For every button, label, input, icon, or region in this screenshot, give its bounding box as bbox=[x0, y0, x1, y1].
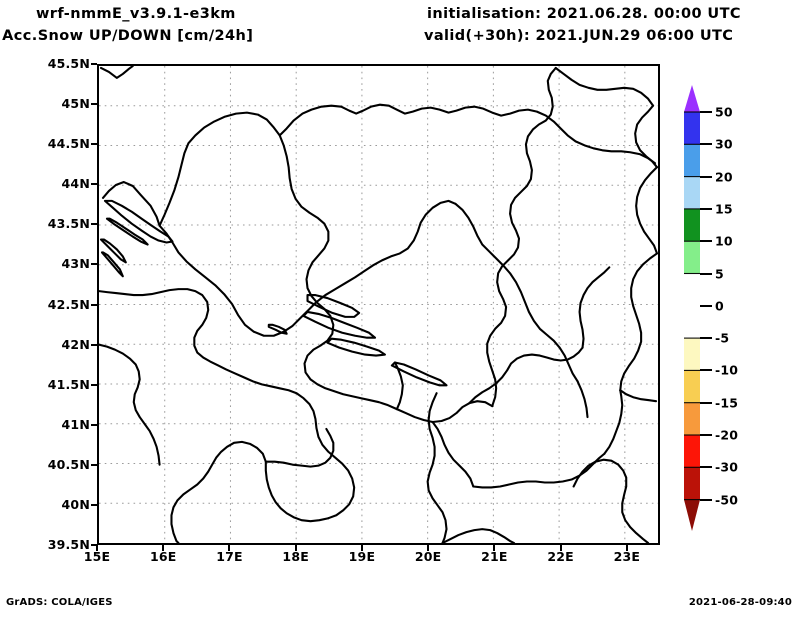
colorbar-tick-label: 30 bbox=[715, 136, 733, 152]
coastline-and-borders bbox=[99, 66, 658, 543]
colorbar-tick-label: -15 bbox=[715, 395, 739, 411]
cb-band-20-15 bbox=[684, 176, 700, 209]
y-tick-mark bbox=[91, 383, 97, 386]
gridlines bbox=[99, 66, 658, 543]
colorbar-tick-mark bbox=[700, 207, 712, 210]
y-tick-label: 41.5N bbox=[47, 376, 90, 392]
colorbar-tick-mark bbox=[700, 240, 712, 243]
colorbar-tick-label: 50 bbox=[715, 104, 733, 120]
colorbar-tick-label: -5 bbox=[715, 330, 730, 346]
colorbar-tick-mark bbox=[700, 466, 712, 469]
x-tick-label: 16E bbox=[149, 549, 177, 564]
cb-band-30-20 bbox=[684, 144, 700, 177]
x-tick-label: 21E bbox=[481, 549, 508, 564]
x-tick-mark bbox=[96, 545, 98, 551]
cb-extend-low bbox=[684, 499, 700, 531]
y-tick-mark bbox=[91, 183, 97, 186]
y-tick-mark bbox=[91, 423, 97, 426]
colorbar-tick-label: 0 bbox=[715, 298, 724, 314]
footer-credit: GrADS: COLA/IGES bbox=[6, 597, 113, 608]
cb-band-50-30 bbox=[684, 112, 700, 145]
x-tick-mark bbox=[427, 545, 430, 551]
x-tick-label: 17E bbox=[216, 549, 243, 564]
y-tick-label: 45.5N bbox=[47, 56, 90, 71]
y-tick-label: 40N bbox=[61, 496, 90, 512]
y-tick-mark bbox=[91, 544, 97, 546]
colorbar-tick-label: 15 bbox=[715, 201, 733, 217]
plot-frame bbox=[97, 64, 660, 545]
x-tick-mark bbox=[228, 545, 231, 551]
colorbar-tick-mark bbox=[700, 272, 712, 275]
x-tick-label: 22E bbox=[547, 549, 574, 564]
cb-band-15-10 bbox=[684, 208, 700, 242]
cb-band-m20-m30 bbox=[684, 435, 700, 468]
x-tick-label: 20E bbox=[414, 549, 442, 564]
x-tick-mark bbox=[559, 545, 562, 551]
x-tick-mark bbox=[493, 545, 496, 551]
colorbar-tick-mark bbox=[700, 401, 712, 404]
y-tick-mark bbox=[91, 343, 97, 346]
cb-extend-high bbox=[684, 85, 700, 112]
x-tick-mark bbox=[162, 545, 165, 551]
x-tick-label: 15E bbox=[83, 549, 111, 564]
colorbar-tick-mark bbox=[700, 175, 712, 178]
y-tick-label: 40.5N bbox=[47, 456, 90, 472]
y-tick-label: 39.5N bbox=[47, 537, 90, 552]
x-tick-mark bbox=[625, 545, 628, 551]
cb-band-m15-m20 bbox=[684, 402, 700, 435]
x-tick-mark bbox=[294, 545, 297, 551]
valid-time: valid(+30h): 2021.JUN.29 06:00 UTC bbox=[424, 28, 734, 44]
field-title: h Acc.Snow UP/DOWN [cm/24h] bbox=[0, 28, 254, 44]
y-tick-mark bbox=[91, 223, 97, 226]
cb-band-m10-m15 bbox=[684, 370, 700, 403]
y-tick-mark bbox=[91, 303, 97, 306]
footer-timestamp: 2021-06-28-09:40 bbox=[688, 597, 792, 608]
y-tick-mark bbox=[91, 463, 97, 466]
colorbar-tick-mark bbox=[700, 304, 712, 307]
y-tick-label: 41N bbox=[61, 416, 90, 432]
y-tick-label: 45N bbox=[61, 96, 90, 112]
colorbar-tick-mark bbox=[700, 498, 712, 501]
header: wrf-nmmE_v3.9.1-e3km h Acc.Snow UP/DOWN … bbox=[0, 0, 800, 52]
cb-band-10-5 bbox=[684, 241, 700, 274]
x-tick-label: 19E bbox=[348, 549, 376, 564]
x-tick-label: 23E bbox=[613, 549, 641, 564]
colorbar-tick-mark bbox=[700, 434, 712, 436]
y-tick-label: 42N bbox=[61, 336, 90, 352]
y-tick-label: 42.5N bbox=[47, 296, 90, 312]
colorbar-tick-label: -10 bbox=[715, 362, 739, 378]
colorbar-tick-label: 10 bbox=[715, 233, 733, 249]
colorbar-legend: 50 30 20 15 10 5 0 -5 -10 -15 -20 -30 -50 bbox=[684, 85, 794, 533]
x-tick-label: 18E bbox=[282, 549, 309, 564]
colorbar-tick-label: 20 bbox=[715, 169, 733, 185]
x-tick-mark bbox=[360, 545, 363, 551]
cb-band-m30-m50 bbox=[684, 467, 700, 500]
initialisation-time: initialisation: 2021.06.28. 00:00 UTC bbox=[427, 6, 741, 22]
y-tick-mark bbox=[91, 103, 97, 106]
y-tick-label: 44N bbox=[61, 176, 90, 192]
y-tick-mark bbox=[91, 143, 97, 146]
y-tick-mark bbox=[91, 263, 97, 266]
y-tick-label: 43.5N bbox=[47, 216, 90, 232]
cb-band-0-m5 bbox=[684, 305, 700, 339]
y-tick-label: 43N bbox=[61, 256, 90, 272]
colorbar-tick-mark bbox=[700, 337, 712, 340]
map-plot-area bbox=[97, 64, 660, 545]
colorbar-tick-label: 5 bbox=[715, 266, 724, 281]
colorbar-tick-mark bbox=[700, 111, 712, 113]
colorbar-tick-label: -50 bbox=[715, 492, 739, 508]
cb-band-m5-m10 bbox=[684, 338, 700, 371]
y-tick-mark bbox=[91, 503, 97, 506]
colorbar-tick-label: -30 bbox=[715, 459, 739, 475]
model-title: wrf-nmmE_v3.9.1-e3km bbox=[36, 6, 236, 22]
colorbar-tick-mark bbox=[700, 143, 712, 146]
y-tick-mark bbox=[91, 63, 97, 65]
y-tick-label: 44.5N bbox=[47, 136, 90, 152]
colorbar-tick-mark bbox=[700, 369, 712, 372]
colorbar-swatches bbox=[684, 85, 700, 531]
colorbar-tick-label: -20 bbox=[715, 427, 739, 443]
cb-band-5-0 bbox=[684, 273, 700, 306]
